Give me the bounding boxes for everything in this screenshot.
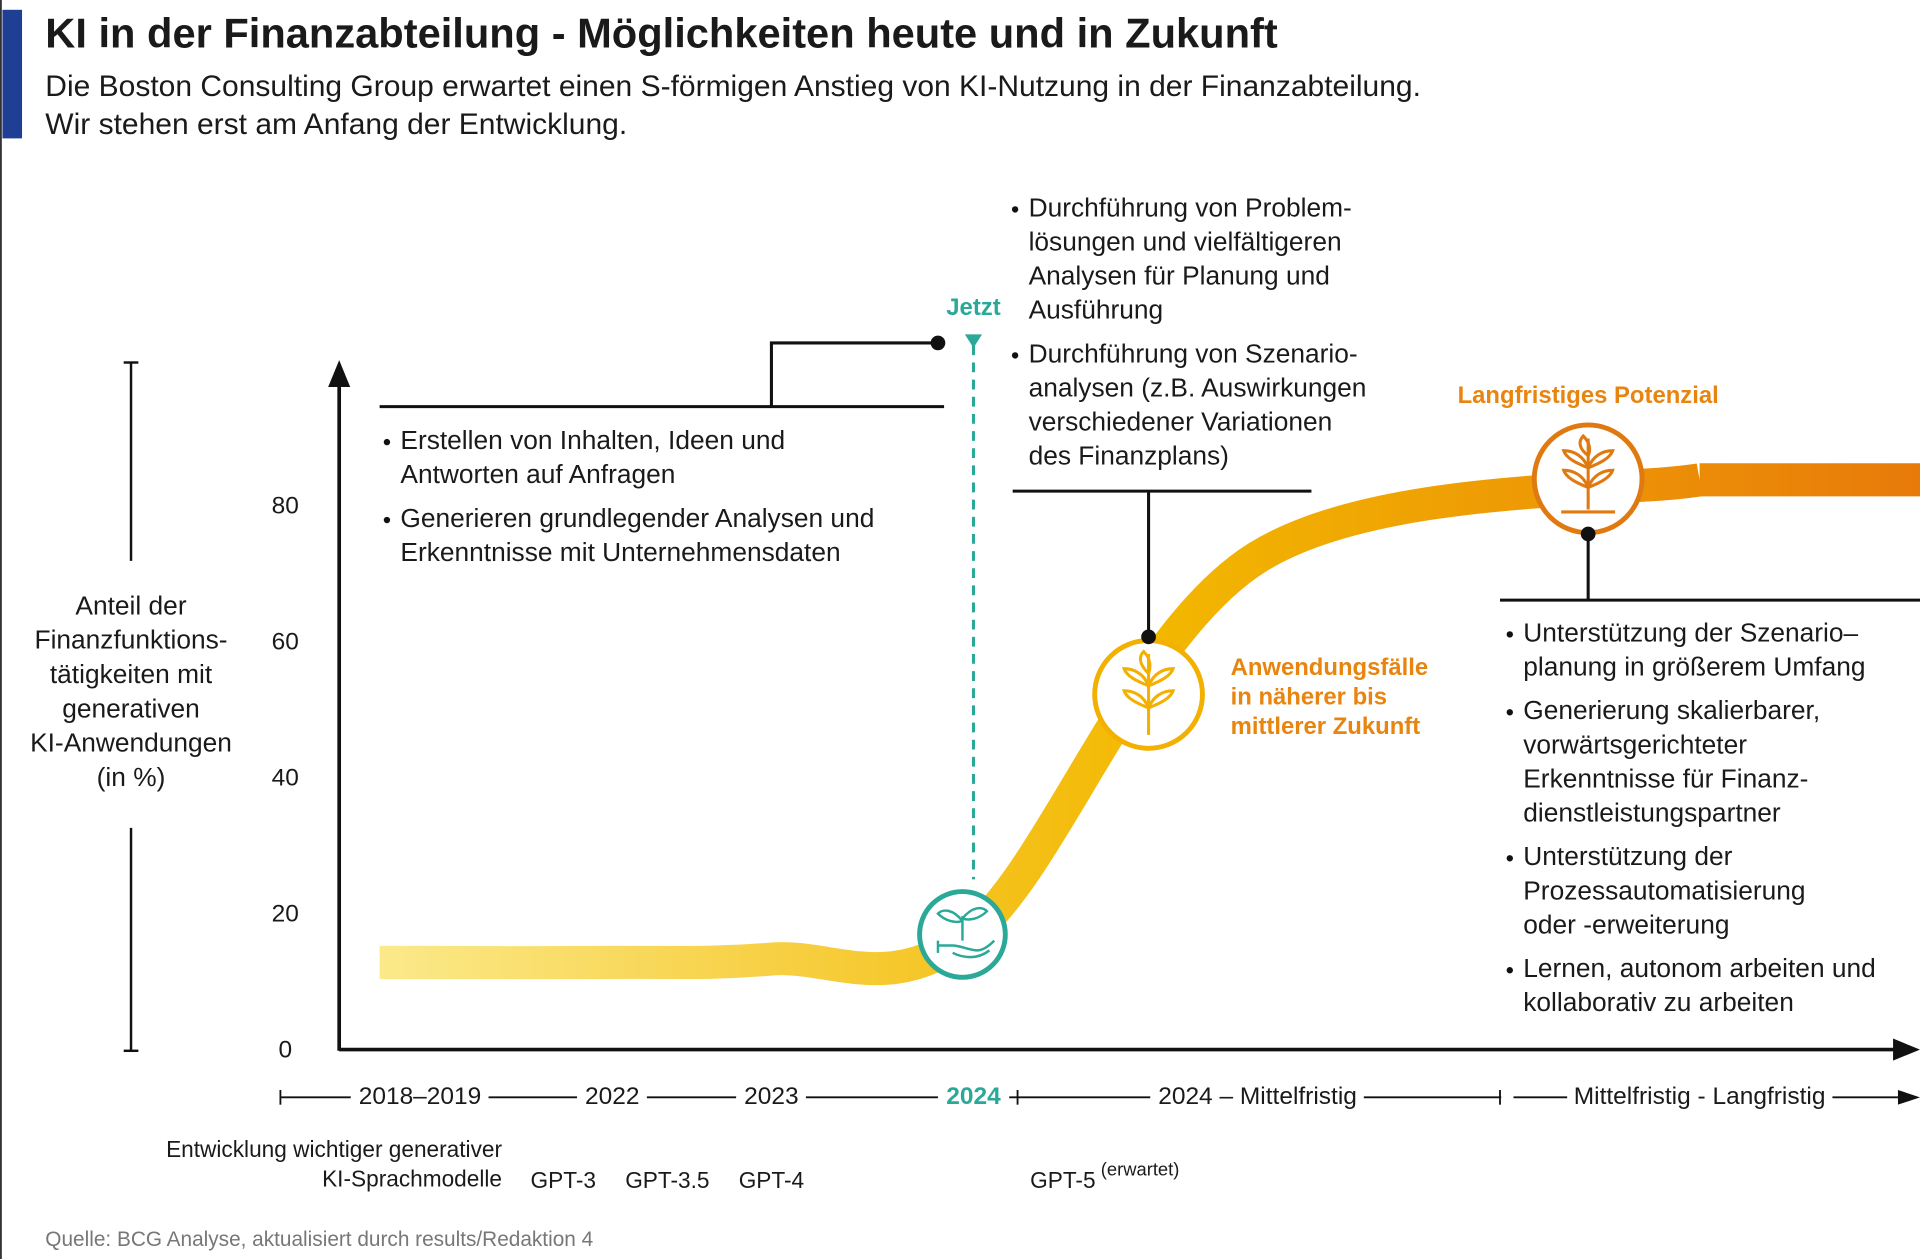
bullet-text: des Finanzplans) [1029, 441, 1229, 471]
now-marker [964, 334, 983, 348]
timeline [279, 1089, 1898, 1105]
model: GPT-3.5 [625, 1167, 709, 1193]
y-tick-label: 60 [272, 628, 299, 655]
bullet-text: Erstellen von Inhalten, Ideen und [400, 425, 785, 455]
x-tick-label: 2024 [946, 1083, 1001, 1110]
bullet-text: dienstleistungspartner [1523, 797, 1781, 827]
bullet-dot [1506, 631, 1513, 638]
bullet-text: Unterstützung der Szenario– [1523, 617, 1858, 647]
model: GPT-4 [739, 1167, 804, 1193]
y-tick-label: 20 [272, 900, 299, 927]
y-axis-label: Anteil der [75, 590, 186, 620]
connector-dot [1580, 526, 1596, 542]
x-arrow [1893, 1038, 1920, 1061]
bullet-text: Durchführung von Problem- [1029, 192, 1352, 222]
bullet-text: planung in größerem Umfang [1523, 651, 1865, 681]
bullet-text: Analysen für Planung und [1029, 260, 1330, 290]
y-tick-label: 0 [278, 1036, 292, 1063]
bullet-dot [1011, 206, 1019, 213]
y-axis-label: Finanzfunktions- [34, 625, 227, 655]
near-term-label: mittlerer Zukunft [1231, 713, 1421, 740]
y-axis-label: generativen [62, 693, 200, 723]
model-note: (erwartet) [1101, 1159, 1180, 1180]
source: Quelle: BCG Analyse, aktualisiert durch … [45, 1228, 593, 1251]
bullet-dot [383, 438, 391, 446]
model: GPT-5 [1030, 1167, 1095, 1193]
edge-line [0, 0, 2, 1259]
bullet-text: Erkenntnisse mit Unternehmensdaten [400, 537, 840, 567]
models-label: KI-Sprachmodelle [322, 1166, 502, 1192]
y-axis-label: tätigkeiten mit [50, 659, 213, 689]
y-tick-label: 40 [272, 764, 299, 791]
bullet-text: kollaborativ zu arbeiten [1523, 987, 1794, 1017]
bullet-text: Ausführung [1029, 295, 1164, 325]
bullet-text: analysen (z.B. Auswirkungen [1029, 372, 1367, 402]
bullet-text: Durchführung von Szenario- [1029, 338, 1358, 368]
now-label: Jetzt [946, 294, 1000, 321]
connector-dot [1141, 629, 1156, 645]
bullet-dot [1506, 709, 1513, 716]
x-tick-label: Mittelfristig - Langfristig [1574, 1083, 1826, 1110]
x-tick-label: 2022 [585, 1083, 639, 1110]
subtitle: Die Boston Consulting Group erwartet ein… [45, 70, 1421, 103]
bullet-text: lösungen und vielfältigeren [1029, 226, 1342, 256]
bullet-text: Antworten auf Anfragen [400, 459, 675, 489]
bullet-text: Generieren grundlegender Analysen und [400, 503, 874, 533]
bullet-text: Generierung skalierbarer, [1523, 695, 1820, 725]
icon-now [917, 889, 1008, 980]
y-axis-label: KI-Anwendungen [30, 728, 232, 758]
x-tick-label: 2018–2019 [359, 1083, 482, 1110]
icon-near [1092, 638, 1205, 751]
bullet-dot [1506, 967, 1513, 974]
bullet-text: oder -erweiterung [1523, 909, 1729, 939]
x-tick-label: 2023 [744, 1083, 798, 1110]
icon-long [1531, 422, 1645, 536]
bullet-text: Prozessautomatisierung [1523, 875, 1805, 905]
timeline-arrow [1897, 1089, 1920, 1105]
y-label-bracket [123, 361, 139, 1053]
bullet-text: Erkenntnisse für Finanz- [1523, 763, 1808, 793]
connector-dot [930, 335, 946, 351]
bullet-dot [383, 516, 391, 524]
models-label: Entwicklung wichtiger generativer [166, 1136, 502, 1162]
y-tick-label: 80 [272, 492, 299, 519]
bullet-dot [1011, 352, 1019, 359]
bullet-text: Lernen, autonom arbeiten und [1523, 953, 1876, 983]
y-arrow [328, 360, 351, 388]
axes [337, 382, 1896, 1052]
bullet-text: Unterstützung der [1523, 841, 1732, 871]
connectors [379, 341, 1920, 637]
near-term-label: Anwendungsfälle [1231, 654, 1429, 681]
y-axis-label: (in %) [97, 762, 166, 792]
chart-title: KI in der Finanzabteilung - Möglichkeite… [45, 10, 1278, 57]
long-term-label: Langfristiges Potenzial [1458, 382, 1719, 409]
accent-bar [2, 9, 23, 139]
bullet-text: vorwärtsgerichteter [1523, 729, 1747, 759]
model: GPT-3 [531, 1167, 596, 1193]
subtitle: Wir stehen erst am Anfang der Entwicklun… [45, 108, 627, 141]
bullet-dot [1506, 855, 1513, 862]
near-term-label: in näherer bis [1231, 683, 1387, 710]
bullet-text: verschiedener Variationen [1029, 406, 1333, 436]
x-tick-label: 2024 – Mittelfristig [1158, 1083, 1357, 1110]
timeline-gap [1501, 1089, 1514, 1105]
